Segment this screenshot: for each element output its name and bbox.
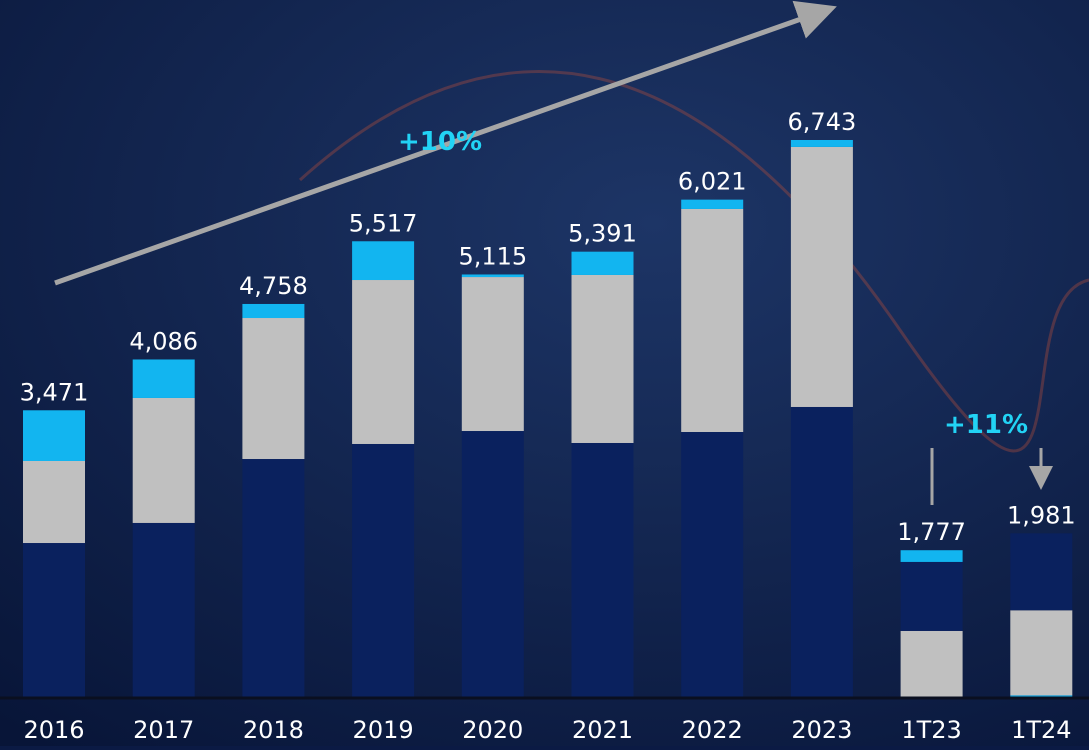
- total-label: 1,981: [1007, 501, 1076, 529]
- x-tick-label: 2020: [462, 716, 523, 744]
- bar-segment: [1010, 695, 1073, 697]
- bar-segment: [571, 274, 634, 443]
- bar-segment: [900, 561, 963, 631]
- bar-segment: [23, 410, 85, 461]
- total-label: 1,777: [897, 518, 966, 546]
- bar-segment: [900, 630, 963, 697]
- x-tick-label: 2019: [353, 716, 414, 744]
- total-label: 4,758: [239, 272, 308, 300]
- bar-segment: [790, 146, 853, 407]
- bar-segment: [23, 460, 85, 544]
- bar-segment: [790, 140, 853, 147]
- bar-segment: [352, 443, 415, 697]
- bar-segment: [461, 274, 524, 278]
- bar-segment: [242, 318, 305, 460]
- annotation: +11%: [944, 410, 1028, 440]
- total-label: 5,391: [568, 220, 637, 248]
- total-label: 5,517: [349, 209, 418, 237]
- bar-segment: [681, 432, 744, 697]
- bar-segment: [23, 543, 85, 697]
- x-tick-label: 2023: [791, 716, 852, 744]
- trend-arrow: [54, 0, 837, 286]
- bar-segment: [352, 241, 415, 281]
- annotation: +10%: [398, 127, 482, 157]
- bar-segment: [461, 277, 524, 432]
- bar-segment: [571, 442, 634, 697]
- bar-segment: [1010, 533, 1073, 611]
- bar-segment: [352, 280, 415, 444]
- x-tick-label: 2021: [572, 716, 633, 744]
- x-tick-label: 2018: [243, 716, 304, 744]
- bar-segment: [132, 522, 195, 697]
- x-tick-label: 1T24: [1011, 716, 1071, 744]
- bar-segment: [242, 303, 305, 319]
- total-label: 6,743: [788, 108, 857, 136]
- total-label: 4,086: [129, 327, 198, 355]
- bar-segment: [132, 397, 195, 523]
- total-label: 3,471: [20, 378, 89, 406]
- bar-segment: [461, 431, 524, 697]
- x-tick-label: 1T23: [901, 716, 961, 744]
- total-label: 5,115: [458, 242, 527, 270]
- bar-segment: [681, 199, 744, 209]
- x-tick-label: 2016: [23, 716, 84, 744]
- bar-segment: [242, 459, 305, 697]
- bar-segment: [132, 359, 195, 398]
- total-label: 6,021: [678, 168, 747, 196]
- decor-curve: [298, 70, 1089, 453]
- x-tick-label: 2017: [133, 716, 194, 744]
- bar-segment: [571, 251, 634, 275]
- bars: [23, 140, 1073, 697]
- bar-segment: [681, 208, 744, 433]
- x-tick-label: 2022: [682, 716, 743, 744]
- bar-segment: [1010, 610, 1073, 696]
- bar-segment: [790, 406, 853, 697]
- bar-segment: [900, 550, 963, 562]
